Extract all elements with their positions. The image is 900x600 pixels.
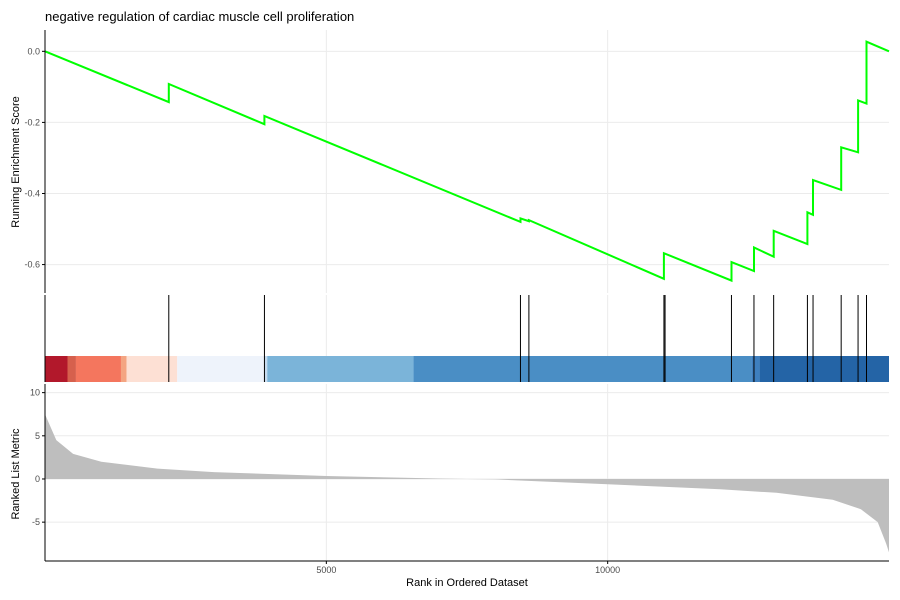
ranked-metric-ytick-label-2: 0 — [35, 474, 40, 484]
color-bar-segment-5 — [177, 356, 265, 382]
gene-hits-panel — [44, 295, 889, 382]
ranked-metric-ytick-label-3: -5 — [32, 517, 40, 527]
ranked-metric-ylabel: Ranked List Metric — [10, 428, 22, 520]
color-bar-segment-9 — [751, 356, 760, 382]
chart-title: negative regulation of cardiac muscle ce… — [45, 9, 354, 24]
color-bar-segment-6 — [264, 356, 268, 382]
color-bar-segment-0 — [45, 356, 68, 382]
running-score-line-0 — [44, 40, 890, 283]
color-bar-segment-1 — [67, 356, 76, 382]
running-score-ytick-label-0: 0.0 — [27, 46, 40, 56]
x-tick-label-1: 10000 — [595, 565, 620, 575]
color-bar-segment-2 — [75, 356, 121, 382]
color-bar-segment-7 — [267, 356, 414, 382]
running-score-ytick-label-2: -0.4 — [24, 188, 40, 198]
color-bar-segment-3 — [120, 356, 127, 382]
running-score-ylabel: Running Enrichment Score — [10, 96, 22, 227]
x-axis-title: Rank in Ordered Dataset — [406, 577, 528, 589]
ranked-metric-panel: 10 5 0 -5 5000 10000 — [30, 384, 889, 575]
ranked-metric-ytick-label-1: 5 — [35, 431, 40, 441]
color-bar-segment-8 — [413, 356, 752, 382]
x-tick-label-0: 5000 — [316, 565, 336, 575]
color-bar-segment-10 — [759, 356, 889, 382]
running-score-ytick-label-3: -0.6 — [24, 260, 40, 270]
ranked-metric-ytick-label-0: 10 — [30, 388, 40, 398]
running-score-ytick-label-1: -0.2 — [24, 117, 40, 127]
color-bar-segment-4 — [126, 356, 178, 382]
ranked-metric-area — [45, 414, 889, 553]
running-score-panel: 0.0 -0.2 -0.4 -0.6 — [24, 30, 890, 293]
